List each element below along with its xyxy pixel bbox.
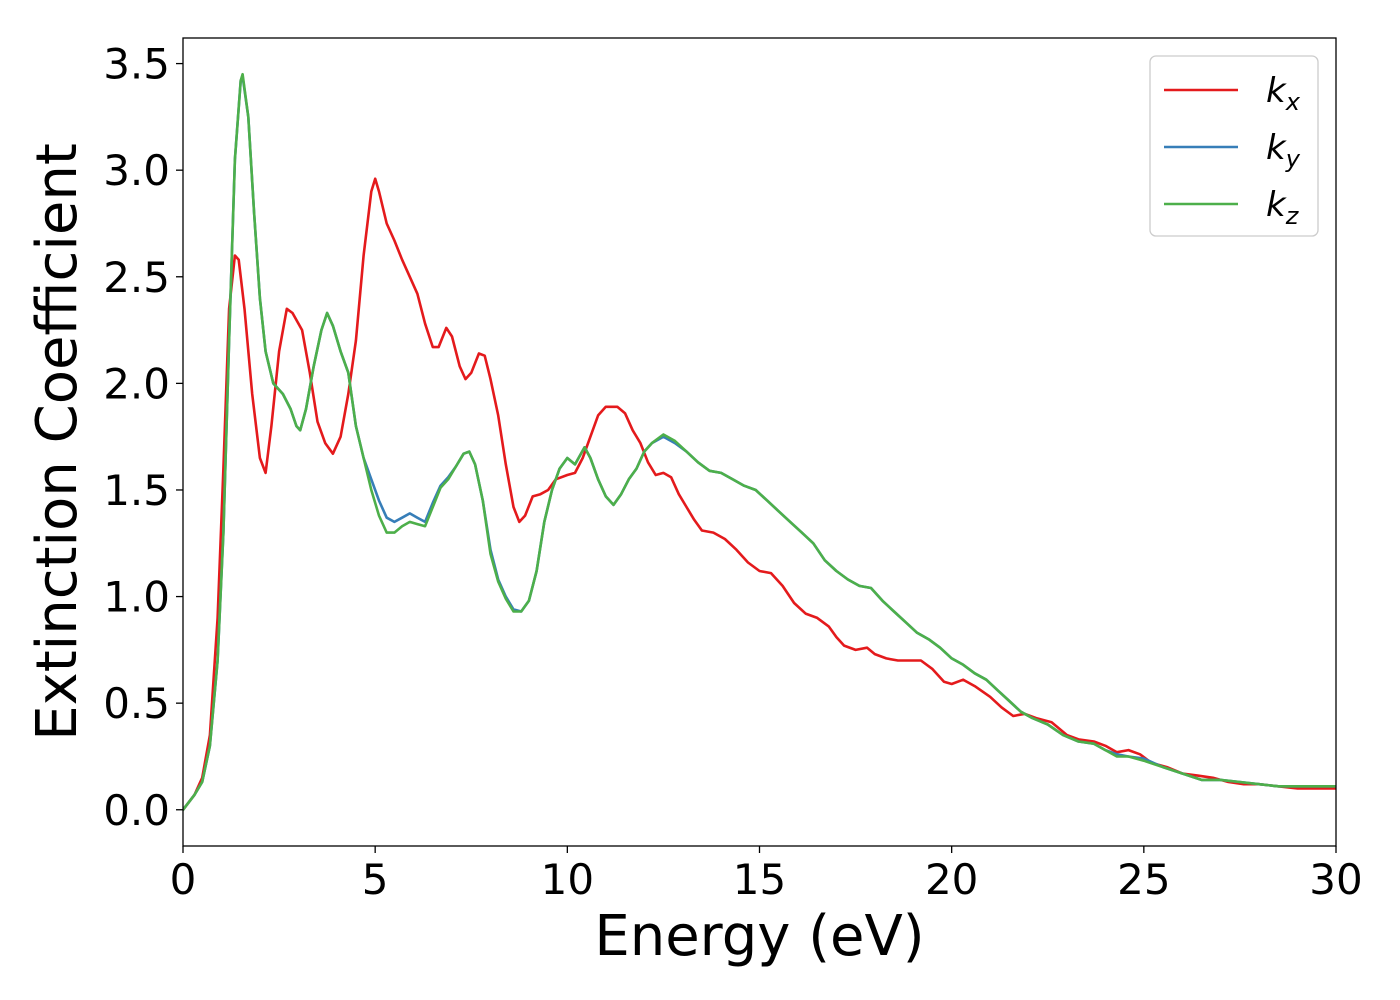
x-axis-ticks: 0 5 10 15 20 25 30 xyxy=(170,846,1363,904)
y-tick-label: 2.0 xyxy=(103,359,170,408)
x-tick-label: 10 xyxy=(541,855,594,904)
y-axis-label: Extinction Coefficient xyxy=(25,143,90,741)
series-layer xyxy=(183,72,1336,812)
y-tick-label: 2.5 xyxy=(103,253,170,302)
y-tick-label: 3.5 xyxy=(103,40,170,89)
x-tick-label: 15 xyxy=(733,855,786,904)
x-tick-label: 25 xyxy=(1117,855,1170,904)
x-tick-label: 0 xyxy=(170,855,197,904)
x-tick-label: 5 xyxy=(362,855,389,904)
x-tick-label: 20 xyxy=(925,855,978,904)
y-axis-ticks: 0.0 0.5 1.0 1.5 2.0 2.5 3.0 3.5 xyxy=(103,40,183,835)
y-tick-label: 1.0 xyxy=(103,573,170,622)
x-axis-label: Energy (eV) xyxy=(594,904,924,969)
y-tick-label: 3.0 xyxy=(103,146,170,195)
y-tick-label: 1.5 xyxy=(103,466,170,515)
series-line-kx xyxy=(183,177,1336,812)
series-line-kz xyxy=(183,72,1336,812)
y-tick-label: 0.0 xyxy=(103,786,170,835)
x-tick-label: 30 xyxy=(1309,855,1362,904)
y-tick-label: 0.5 xyxy=(103,679,170,728)
